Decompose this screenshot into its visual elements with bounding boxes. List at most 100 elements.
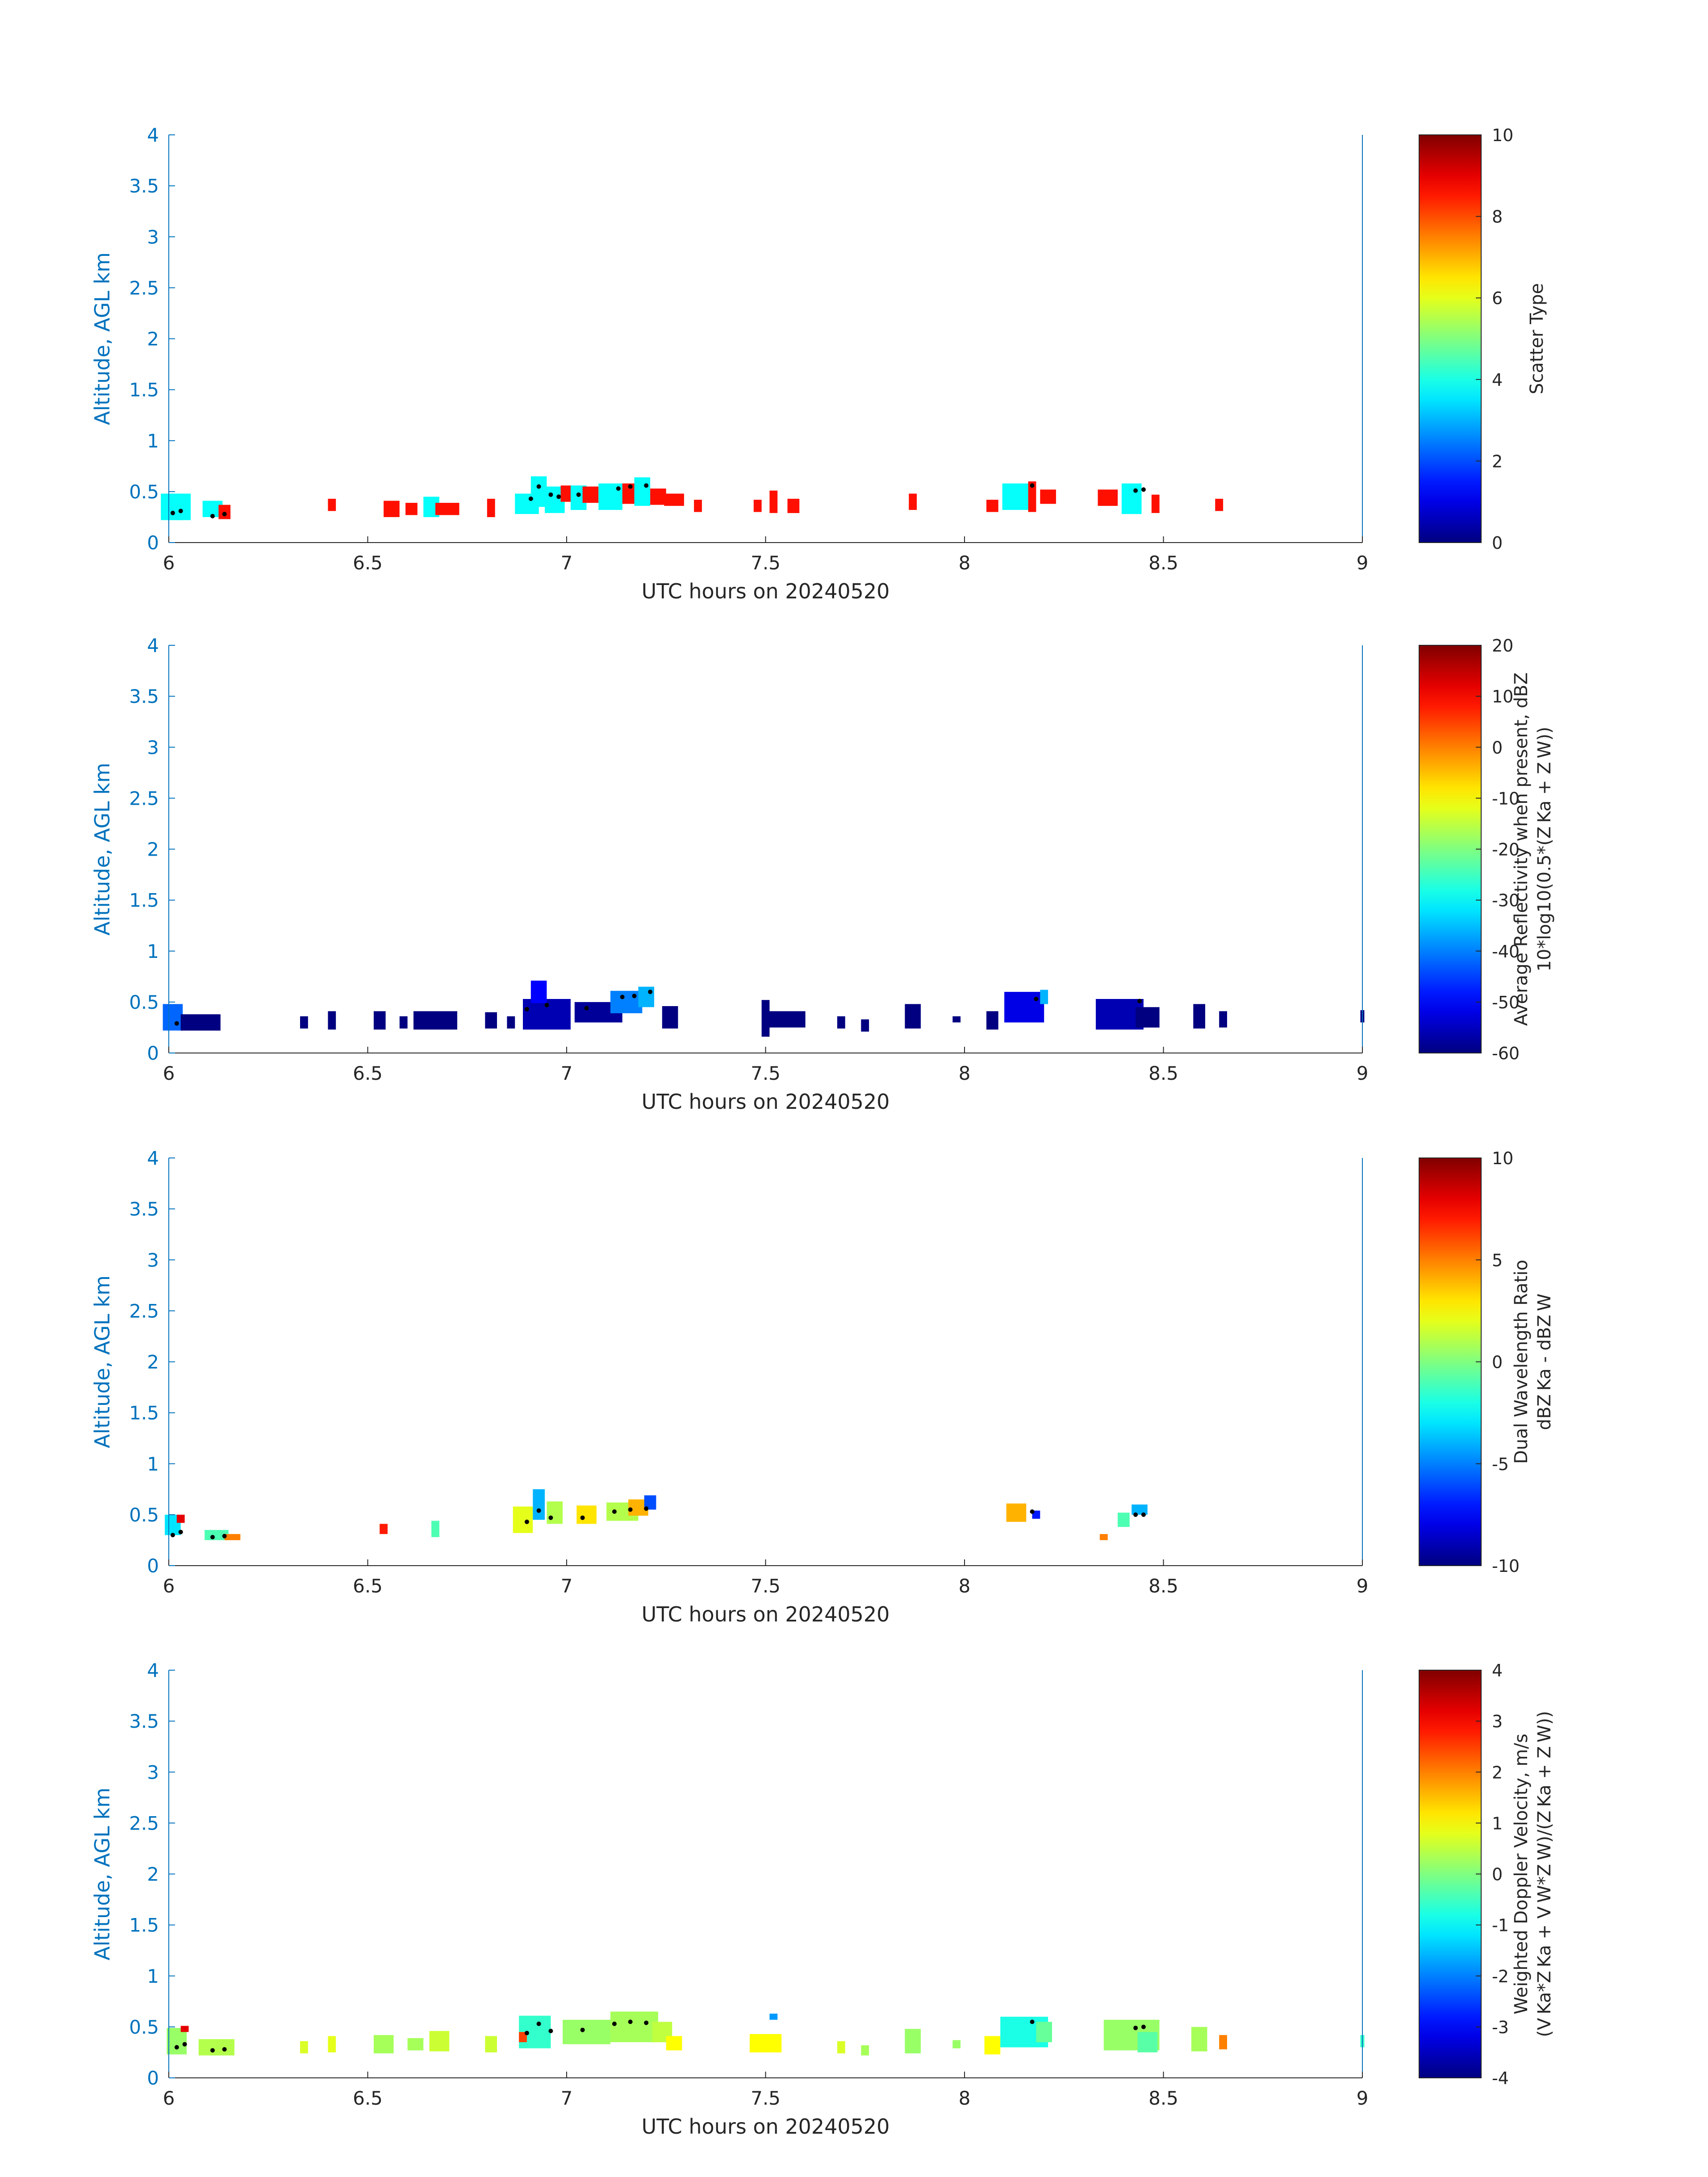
heatmap-cell <box>167 2028 187 2055</box>
colorbar-tick-label: -20 <box>1492 840 1520 860</box>
heatmap-cell <box>507 1016 515 1029</box>
panel-2: 6 6.5 7 7.5 8 8.5 9 0 0.5 1 1.5 2 2.5 3 3.5 4 UTC hours … <box>90 635 1555 1114</box>
marker-dot <box>1141 1512 1146 1517</box>
heatmap-cell <box>1036 2022 1052 2043</box>
colorbar-tick-label: -60 <box>1492 1044 1520 1063</box>
x-tick-label: 9 <box>1357 1575 1369 1597</box>
x-axis-label: UTC hours on 20240520 <box>642 1090 890 1114</box>
colorbar-tick-label: 0 <box>1492 533 1503 553</box>
x-tick-label: 6 <box>163 1575 175 1597</box>
heatmap-cell <box>909 493 917 510</box>
marker-dot <box>616 486 621 491</box>
heatmap-cell <box>373 1011 386 1030</box>
y-axis-label: Altitude, AGL km <box>90 1788 114 1960</box>
marker-dot <box>1133 488 1138 493</box>
heatmap-cell <box>1215 498 1224 511</box>
marker-dot <box>576 492 581 497</box>
y-tick-label: 0.5 <box>129 481 159 503</box>
marker-dots <box>174 990 1142 1026</box>
marker-dot <box>182 2042 187 2047</box>
heatmap-cell <box>638 986 654 1007</box>
x-tick-label: 6 <box>163 552 175 574</box>
marker-dot <box>544 1003 549 1007</box>
x-tick-label: 7 <box>561 1062 573 1084</box>
x-axis-label: UTC hours on 20240520 <box>642 579 890 603</box>
y-tick-label: 3.5 <box>129 1198 159 1220</box>
axes: 6 6.5 7 7.5 8 8.5 9 0 0.5 1 1.5 2 2.5 3 3.5 4 <box>129 1659 1368 2109</box>
y-tick-label: 2.5 <box>129 1300 159 1322</box>
heatmap-cell <box>485 1012 497 1029</box>
x-tick-label: 7 <box>561 552 573 574</box>
y-tick-label: 0 <box>147 532 159 554</box>
heatmap-cell <box>407 2038 424 2051</box>
marker-dots <box>170 1506 1146 1540</box>
marker-dot <box>612 1509 617 1514</box>
colorbar-tick-label: -2 <box>1492 1967 1509 1986</box>
x-tick-label: 7.5 <box>751 1575 781 1597</box>
x-tick-label: 8 <box>959 2087 971 2109</box>
heatmap-cell <box>610 2011 658 2043</box>
heatmap-cell <box>176 1514 185 1523</box>
marker-dot <box>1137 999 1142 1003</box>
colorbar-tick-label: -30 <box>1492 891 1520 911</box>
colorbar-tick-label: 8 <box>1492 207 1503 227</box>
heatmap-cell <box>373 2035 394 2054</box>
panel-3: 6 6.5 7 7.5 8 8.5 9 0 0.5 1 1.5 2 2.5 3 3.5 4 UTC hours … <box>90 1147 1555 1626</box>
heatmap-cell <box>905 1004 921 1029</box>
x-tick-label: 8.5 <box>1148 2087 1178 2109</box>
heatmap-cell <box>765 1011 806 1028</box>
x-tick-label: 8.5 <box>1148 1575 1178 1597</box>
heatmap-cell <box>431 1521 439 1538</box>
marker-dot <box>524 1007 529 1011</box>
heatmap-cell <box>1136 1007 1160 1028</box>
panel-4: 6 6.5 7 7.5 8 8.5 9 0 0.5 1 1.5 2 2.5 3 3.5 4 UTC hours … <box>90 1659 1555 2139</box>
x-tick-label: 6.5 <box>353 1575 383 1597</box>
x-tick-label: 6.5 <box>353 2087 383 2109</box>
x-tick-label: 6 <box>163 1062 175 1084</box>
colorbar-tick-label: 10 <box>1492 125 1513 145</box>
y-tick-label: 4 <box>147 1659 159 1681</box>
heatmap-cell <box>1040 489 1056 504</box>
heatmap-cell <box>1096 999 1144 1030</box>
colorbar: 0 2 4 6 8 10 Scatter Type <box>1419 125 1547 553</box>
y-tick-label: 1.5 <box>129 1402 159 1424</box>
marker-dot <box>580 1515 585 1520</box>
y-tick-label: 0 <box>147 1042 159 1064</box>
marker-dot <box>170 510 175 515</box>
heatmap-cell <box>1040 990 1048 1004</box>
heatmap-cell <box>380 1524 388 1534</box>
x-tick-label: 8 <box>959 1062 971 1084</box>
y-tick-label: 3 <box>147 1249 159 1271</box>
y-tick-label: 1 <box>147 940 159 962</box>
marker-dot <box>210 1535 215 1540</box>
colorbar-tick-label: -50 <box>1492 993 1520 1012</box>
marker-dot <box>210 2048 215 2053</box>
heatmap-cell <box>328 498 336 511</box>
heatmap-cell <box>513 1506 533 1533</box>
marker-dot <box>528 496 533 501</box>
axes: 6 6.5 7 7.5 8 8.5 9 0 0.5 1 1.5 2 2.5 3 3.5 4 <box>129 635 1368 1084</box>
marker-dot <box>1133 2026 1138 2031</box>
heatmap-cell <box>837 2041 845 2054</box>
colorbar-tick-label: -4 <box>1492 2068 1509 2088</box>
x-tick-label: 9 <box>1357 2087 1369 2109</box>
heatmap-cell <box>530 980 547 1003</box>
x-tick-label: 8.5 <box>1148 1062 1178 1084</box>
y-tick-label: 0.5 <box>129 1504 159 1526</box>
heatmap-cell <box>429 2031 450 2052</box>
heatmap-cell <box>1137 2032 1158 2052</box>
y-tick-label: 0 <box>147 1555 159 1577</box>
marker-dot <box>536 1508 541 1513</box>
heatmap-cell <box>1191 2027 1207 2052</box>
heatmap-cell <box>986 500 998 512</box>
y-tick-label: 1.5 <box>129 890 159 911</box>
heatmap-cell <box>1002 483 1030 510</box>
heatmap-cell <box>1121 483 1142 514</box>
y-tick-label: 1.5 <box>129 379 159 401</box>
heatmap-cell <box>582 486 599 503</box>
colorbar-tick-label: -10 <box>1492 1556 1520 1576</box>
colorbar-tick-label: 0 <box>1492 1865 1503 1885</box>
y-axis-label: Altitude, AGL km <box>90 1275 114 1448</box>
x-tick-label: 6.5 <box>353 1062 383 1084</box>
marker-dot <box>628 1507 633 1512</box>
